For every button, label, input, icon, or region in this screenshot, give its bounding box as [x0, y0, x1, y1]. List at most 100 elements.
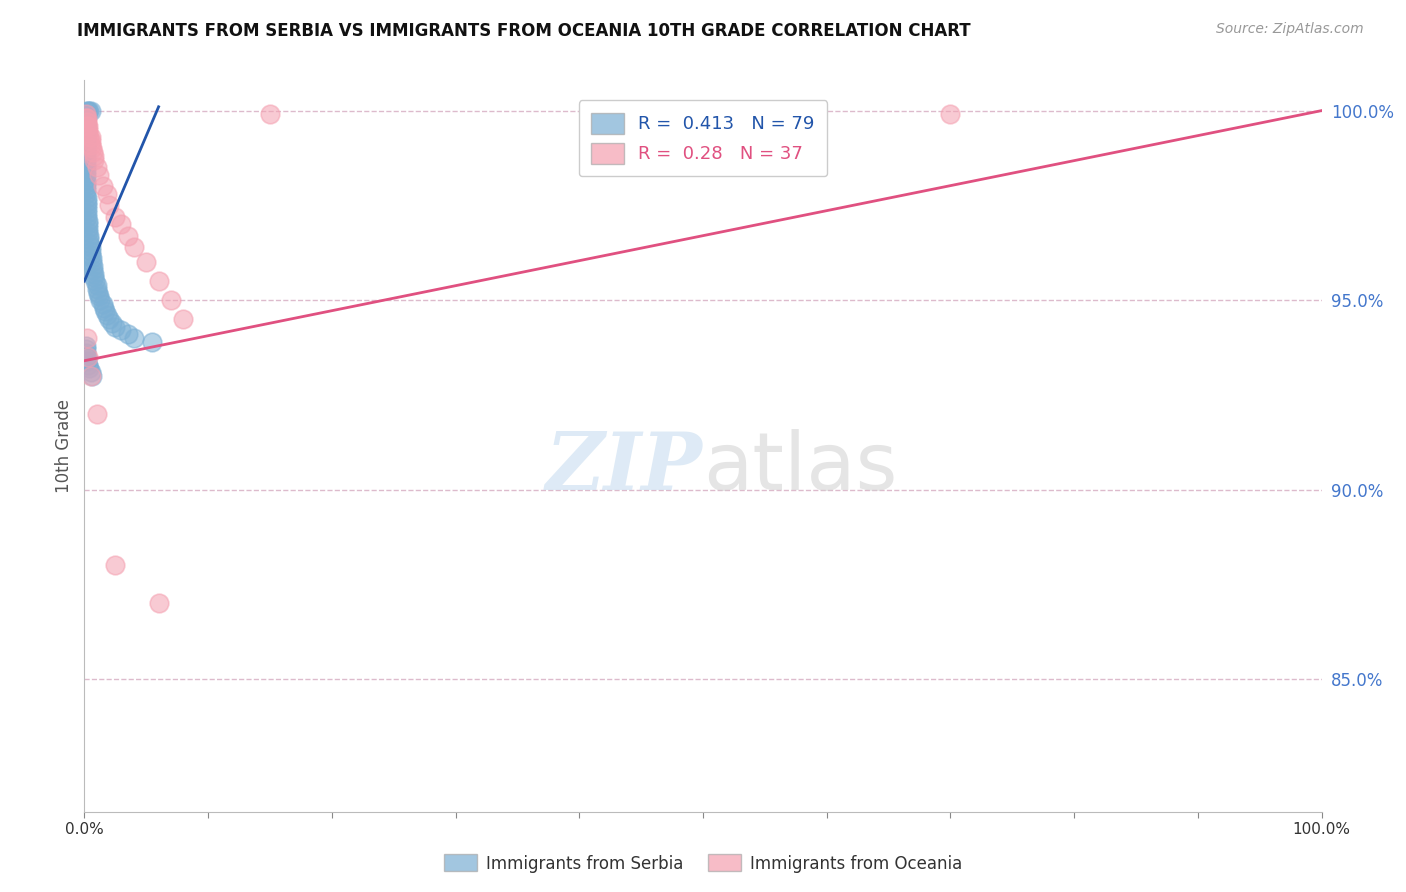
Point — [86, 161, 108, 175]
Point — [82, 259, 104, 273]
Point — [79, 365, 101, 379]
Point — [76, 191, 98, 205]
Point — [75, 186, 97, 201]
Text: atlas: atlas — [703, 429, 897, 507]
Point — [80, 252, 103, 266]
Point — [98, 312, 121, 326]
Point — [79, 228, 101, 243]
Point — [83, 153, 105, 167]
Point — [79, 240, 101, 254]
Point — [79, 244, 101, 258]
Point — [76, 119, 98, 133]
Point — [76, 353, 98, 368]
Point — [75, 119, 97, 133]
Point — [110, 217, 132, 231]
Point — [75, 153, 97, 167]
Point — [96, 308, 118, 322]
Point — [79, 232, 101, 246]
Point — [75, 149, 97, 163]
Point — [75, 134, 97, 148]
Point — [77, 225, 100, 239]
Point — [80, 141, 103, 155]
Point — [117, 228, 139, 243]
Point — [75, 107, 97, 121]
Point — [117, 327, 139, 342]
Point — [79, 361, 101, 376]
Point — [91, 179, 114, 194]
Point — [75, 346, 97, 360]
Point — [93, 301, 115, 315]
Point — [75, 137, 97, 152]
Point — [94, 304, 117, 318]
Point — [77, 122, 100, 136]
Point — [76, 350, 98, 364]
Point — [79, 247, 101, 261]
Point — [76, 206, 98, 220]
Point — [75, 145, 97, 160]
Point — [75, 171, 97, 186]
Point — [75, 141, 97, 155]
Point — [75, 107, 97, 121]
Point — [79, 130, 101, 145]
Text: ZIP: ZIP — [546, 429, 703, 507]
Point — [89, 289, 111, 303]
Point — [939, 107, 962, 121]
Point — [75, 179, 97, 194]
Point — [75, 119, 97, 133]
Point — [104, 319, 127, 334]
Point — [86, 277, 108, 292]
Point — [76, 111, 98, 125]
Text: Source: ZipAtlas.com: Source: ZipAtlas.com — [1216, 22, 1364, 37]
Point — [75, 115, 97, 129]
Point — [75, 130, 97, 145]
Point — [79, 103, 101, 118]
Point — [76, 331, 98, 345]
Point — [79, 368, 101, 383]
Point — [76, 115, 98, 129]
Point — [91, 297, 114, 311]
Point — [98, 198, 121, 212]
Point — [122, 331, 145, 345]
Point — [75, 164, 97, 178]
Point — [141, 334, 163, 349]
Legend: Immigrants from Serbia, Immigrants from Oceania: Immigrants from Serbia, Immigrants from … — [437, 847, 969, 880]
Point — [75, 176, 97, 190]
Point — [83, 267, 105, 281]
Point — [75, 343, 97, 357]
Point — [160, 293, 183, 307]
Point — [76, 194, 98, 209]
Point — [96, 186, 118, 201]
Point — [172, 312, 194, 326]
Text: IMMIGRANTS FROM SERBIA VS IMMIGRANTS FROM OCEANIA 10TH GRADE CORRELATION CHART: IMMIGRANTS FROM SERBIA VS IMMIGRANTS FRO… — [77, 22, 972, 40]
Point — [75, 122, 97, 136]
Point — [79, 103, 101, 118]
Point — [104, 558, 127, 573]
Point — [79, 134, 101, 148]
Point — [77, 221, 100, 235]
Point — [104, 210, 127, 224]
Point — [135, 255, 157, 269]
Point — [75, 115, 97, 129]
Point — [79, 130, 101, 145]
Point — [77, 213, 100, 227]
Point — [82, 145, 104, 160]
Point — [89, 293, 111, 307]
Point — [80, 368, 103, 383]
Point — [259, 107, 281, 121]
Point — [76, 103, 98, 118]
Point — [86, 407, 108, 421]
Point — [86, 282, 108, 296]
Point — [75, 111, 97, 125]
Point — [100, 316, 122, 330]
Y-axis label: 10th Grade: 10th Grade — [55, 399, 73, 493]
Point — [79, 236, 101, 251]
Point — [75, 107, 97, 121]
Point — [75, 111, 97, 125]
Legend: R =  0.413   N = 79, R =  0.28   N = 37: R = 0.413 N = 79, R = 0.28 N = 37 — [579, 100, 827, 177]
Point — [75, 126, 97, 140]
Point — [84, 274, 107, 288]
Point — [148, 596, 170, 610]
Point — [89, 168, 111, 182]
Point — [76, 210, 98, 224]
Point — [83, 270, 105, 285]
